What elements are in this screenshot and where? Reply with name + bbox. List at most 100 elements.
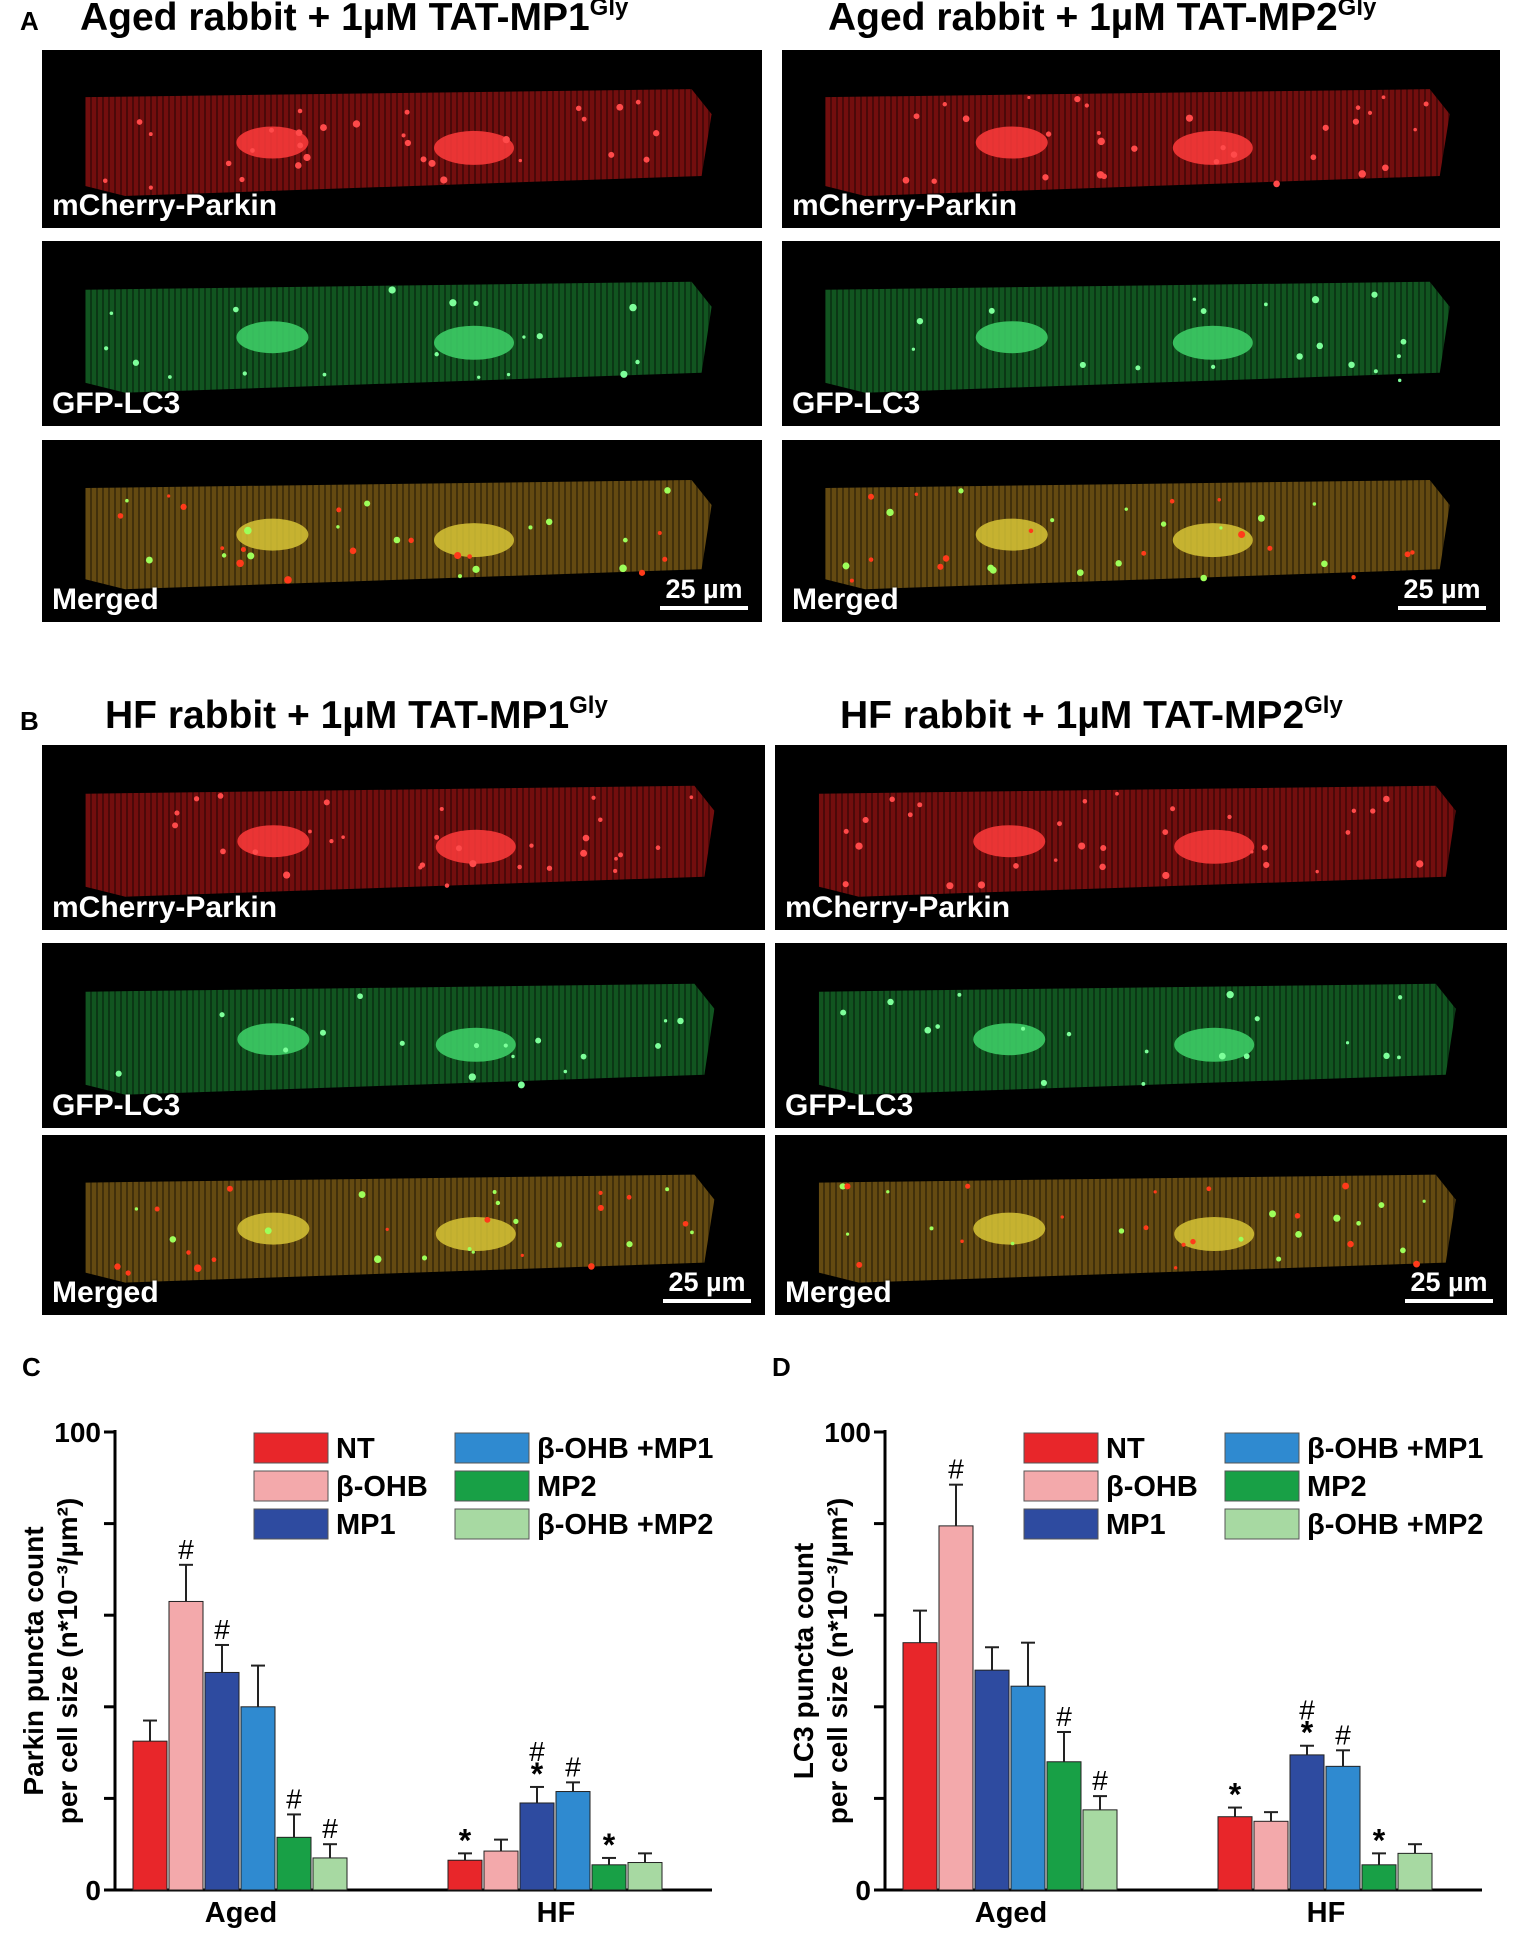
cell-image <box>85 785 715 897</box>
puncta-dot <box>580 849 588 857</box>
puncta-dot <box>136 119 143 125</box>
puncta-dot <box>319 1029 326 1036</box>
bar <box>1397 1852 1433 1891</box>
cardiomyocyte-body <box>818 983 1456 1095</box>
legend-swatch <box>1224 1470 1300 1502</box>
puncta-dot <box>132 359 140 366</box>
puncta-dot <box>1378 1202 1385 1208</box>
puncta-dot <box>629 303 637 312</box>
puncta-dot <box>1383 795 1390 803</box>
cell-image <box>85 1174 715 1283</box>
bar <box>1217 1816 1253 1891</box>
puncta-dot <box>618 852 623 858</box>
puncta-dot <box>193 1264 202 1272</box>
puncta-dot <box>849 578 854 583</box>
puncta-dot <box>598 1190 603 1195</box>
puncta-dot <box>1342 1182 1350 1190</box>
y-axis-label: LC3 puncta count <box>788 1543 819 1779</box>
puncta-dot <box>114 1263 121 1270</box>
puncta-dot <box>536 333 543 340</box>
puncta-dot <box>506 372 511 377</box>
puncta-dot <box>473 1043 480 1049</box>
nucleus <box>237 1212 310 1245</box>
puncta-dot <box>924 1026 932 1034</box>
bar <box>168 1600 204 1891</box>
puncta-dot <box>513 1218 519 1224</box>
puncta-dot <box>1040 1079 1047 1086</box>
puncta-dot <box>303 153 311 162</box>
puncta-dot <box>167 375 172 379</box>
puncta-dot <box>421 1255 428 1261</box>
puncta-dot <box>457 574 463 579</box>
micrograph-a-mp1-parkin: mCherry-Parkin <box>42 50 762 228</box>
nucleus <box>237 825 310 858</box>
puncta-dot <box>295 129 303 137</box>
puncta-dot <box>1217 498 1221 502</box>
puncta-dot <box>931 178 937 184</box>
puncta-dot <box>635 359 640 365</box>
channel-label-lc3: GFP-LC3 <box>785 1089 914 1122</box>
puncta-dot <box>297 142 304 149</box>
puncta-dot <box>916 317 924 325</box>
puncta-dot <box>965 1183 971 1189</box>
scale-bar-line <box>1405 1299 1493 1303</box>
puncta-dot <box>1404 551 1411 558</box>
bar <box>519 1802 555 1891</box>
puncta-dot <box>942 555 950 562</box>
puncta-dot <box>373 1255 382 1263</box>
nucleus <box>1172 523 1253 558</box>
puncta-dot <box>1200 308 1207 314</box>
x-category-label: HF <box>537 1897 576 1929</box>
puncta-dot <box>635 99 641 105</box>
bar <box>974 1669 1010 1891</box>
puncta-dot <box>264 1227 272 1235</box>
puncta-dot <box>1227 814 1232 820</box>
puncta-dot <box>1383 1052 1390 1060</box>
puncta-dot <box>917 802 923 808</box>
puncta-dot <box>169 1236 177 1243</box>
puncta-dot <box>529 843 534 848</box>
channel-label-lc3: GFP-LC3 <box>792 387 921 420</box>
significance-hash: # <box>1092 1765 1108 1796</box>
puncta-dot <box>472 565 480 573</box>
puncta-dot <box>517 864 522 870</box>
puncta-dot <box>468 1073 476 1081</box>
puncta-dot <box>582 834 590 842</box>
bar <box>1046 1761 1082 1891</box>
cardiomyocyte-body <box>825 281 1450 393</box>
puncta-dot <box>418 865 423 870</box>
bar <box>1253 1820 1289 1891</box>
puncta-dot <box>125 498 129 503</box>
puncta-dot <box>167 494 171 498</box>
puncta-dot <box>1190 1238 1196 1245</box>
puncta-dot <box>1371 291 1378 298</box>
micrograph-b-mp2-parkin: mCherry-Parkin <box>775 745 1507 930</box>
panel-letter-c: C <box>22 1352 41 1382</box>
puncta-dot <box>385 1227 389 1231</box>
channel-label-parkin: mCherry-Parkin <box>785 891 1011 924</box>
nucleus <box>434 325 514 360</box>
significance-hash: # <box>529 1736 545 1767</box>
y-axis-label: per cell size (n*10⁻³/µm²) <box>52 1498 83 1825</box>
legend-swatch <box>454 1470 530 1502</box>
puncta-dot <box>840 1009 847 1016</box>
puncta-dot <box>117 513 124 519</box>
bar <box>1082 1809 1118 1891</box>
puncta-dot <box>1135 365 1141 371</box>
puncta-dot <box>946 882 954 890</box>
puncta-dot <box>1100 845 1107 852</box>
puncta-dot <box>1243 1053 1250 1060</box>
puncta-dot <box>174 810 180 816</box>
puncta-dot <box>1381 95 1386 100</box>
puncta-dot <box>614 856 618 861</box>
puncta-dot <box>322 372 327 377</box>
significance-hash: # <box>286 1783 302 1814</box>
puncta-dot <box>104 346 109 351</box>
puncta-dot <box>689 795 694 800</box>
panel-b-left-title-text: HF rabbit + 1µM TAT-MP1 <box>105 694 570 737</box>
puncta-dot <box>1185 114 1194 122</box>
puncta-dot <box>1213 158 1220 165</box>
puncta-dot <box>434 834 440 840</box>
nucleus <box>236 321 309 354</box>
nucleus <box>975 321 1048 354</box>
